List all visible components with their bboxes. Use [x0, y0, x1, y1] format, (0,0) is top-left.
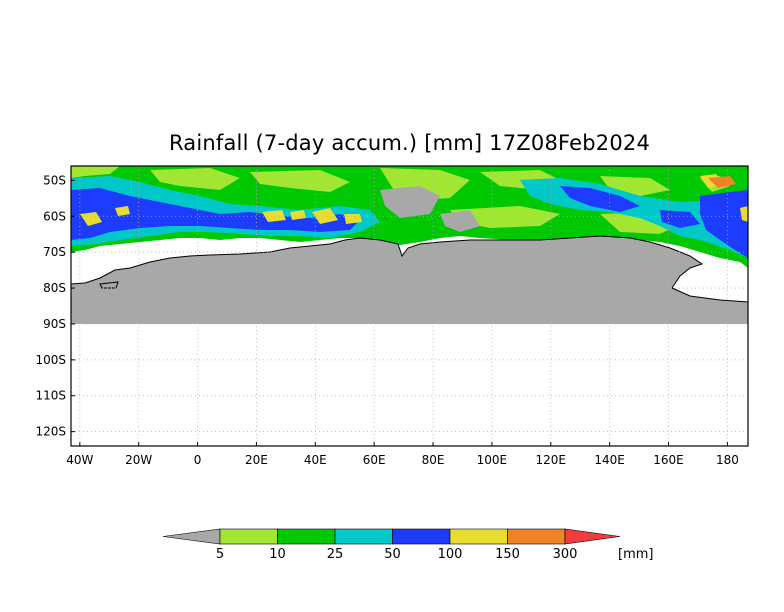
colorbar-level-label: 100	[438, 547, 463, 562]
colorbar-triangle-low	[162, 528, 221, 545]
colorbar-box	[277, 528, 336, 545]
lon-label: 20E	[245, 453, 268, 467]
map-frame	[70, 165, 749, 447]
colorbar-box	[219, 528, 278, 545]
colorbar-level-label: 10	[269, 547, 286, 562]
lon-label: 120E	[536, 453, 567, 467]
lat-label: 50S	[43, 173, 66, 187]
colorbar-unit: [mm]	[618, 547, 653, 562]
colorbar-level-label: 300	[553, 547, 578, 562]
lon-label: 160E	[653, 453, 684, 467]
colorbar-level-label: 25	[327, 547, 344, 562]
lon-label: 60E	[363, 453, 386, 467]
lon-label: 40W	[66, 453, 93, 467]
longitude-labels: 40W 20W 0 20E 40E 60E 80E 100E 120E 140E 160E 180	[66, 442, 739, 467]
page-title: Rainfall (7-day accum.) [mm] 17Z08Feb202…	[168, 131, 651, 155]
colorbar-box	[334, 528, 393, 545]
lat-label: 100S	[35, 353, 66, 367]
lon-label: 100E	[477, 453, 508, 467]
colorbar-box	[449, 528, 508, 545]
colorbar-box	[507, 528, 566, 545]
lon-label: 20W	[125, 453, 152, 467]
lon-label: 0	[194, 453, 202, 467]
lon-label: 80E	[422, 453, 445, 467]
colorbar-level-label: 50	[384, 547, 401, 562]
precip-field	[71, 166, 748, 268]
colorbar-level-label: 5	[216, 547, 224, 562]
lon-label: 140E	[594, 453, 625, 467]
lon-label: 180	[716, 453, 739, 467]
lon-label: 40E	[304, 453, 327, 467]
lat-label: 70S	[43, 245, 66, 259]
lat-label: 80S	[43, 281, 66, 295]
colorbar	[162, 528, 621, 545]
lat-label: 90S	[43, 317, 66, 331]
colorbar-labels: 5 10 25 50 100 150 300	[216, 547, 578, 562]
colorbar-level-label: 150	[495, 547, 520, 562]
lat-label: 60S	[43, 209, 66, 223]
latitude-labels: 50S 60S 70S 80S 90S 100S 110S 120S	[35, 173, 75, 439]
colorbar-box	[392, 528, 451, 545]
lat-label: 120S	[35, 425, 66, 439]
map-grid	[71, 166, 748, 446]
antarctica-land	[71, 236, 748, 324]
coastline	[70, 235, 749, 303]
lat-label: 110S	[35, 389, 66, 403]
colorbar-triangle-high	[564, 528, 621, 545]
